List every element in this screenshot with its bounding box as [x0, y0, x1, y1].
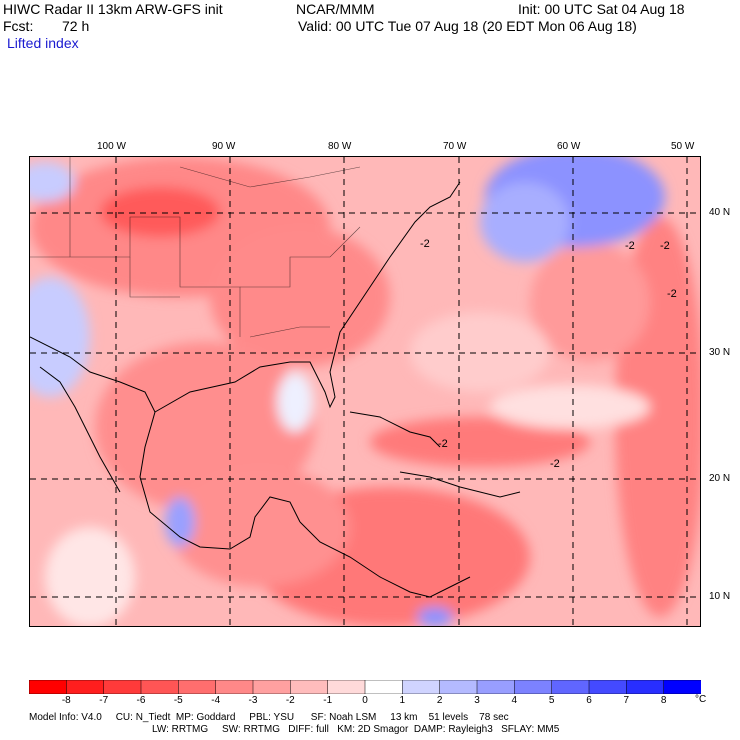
- colorbar-label: 4: [511, 695, 518, 706]
- svg-text:-2: -2: [625, 240, 635, 252]
- organization-label: NCAR/MMM: [296, 1, 375, 17]
- coastlines: [30, 181, 521, 598]
- colorbar-label: -4: [211, 695, 221, 706]
- colorbar-swatch: [178, 680, 217, 694]
- colorbar-swatch: [364, 680, 404, 694]
- colorbar-label: -3: [248, 695, 258, 706]
- colorbar-label: -1: [323, 695, 333, 706]
- lon-label-70w: 70 W: [443, 141, 467, 152]
- lon-label-60w: 60 W: [557, 141, 581, 152]
- colorbar-unit: °C: [695, 694, 707, 705]
- model-info-line-1: Model Info: V4.0 CU: N_Tiedt MP: Goddard…: [29, 712, 509, 723]
- colorbar-label: 0: [362, 695, 368, 706]
- lat-label-40n: 40 N: [709, 207, 731, 218]
- colorbar-label: 1: [399, 695, 406, 706]
- colorbar-swatch: [439, 680, 478, 694]
- contour-labels: -2 -2 -2 -2 -2 -2: [420, 238, 677, 470]
- colorbar: [29, 680, 701, 694]
- colorbar-label: 8: [660, 695, 667, 706]
- colorbar-swatch: [66, 680, 105, 694]
- colorbar-label: -8: [61, 695, 71, 706]
- forecast-label: Fcst:: [3, 18, 34, 34]
- field-name: Lifted index: [7, 35, 79, 51]
- colorbar-swatch: [663, 680, 701, 694]
- svg-text:-2: -2: [438, 438, 448, 450]
- map-shading: [30, 157, 700, 626]
- valid-time: Valid: 00 UTC Tue 07 Aug 18 (20 EDT Mon …: [298, 18, 637, 34]
- svg-text:-2: -2: [550, 458, 560, 470]
- colorbar-swatch: [103, 680, 142, 694]
- lat-label-20n: 20 N: [709, 473, 731, 484]
- init-time: Init: 00 UTC Sat 04 Aug 18: [518, 1, 685, 17]
- colorbar-label: 6: [586, 695, 592, 706]
- colorbar-swatch: [588, 680, 628, 694]
- colorbar-label: 5: [548, 695, 555, 706]
- lon-label-50w: 50 W: [671, 141, 695, 152]
- colorbar-swatch: [476, 680, 516, 694]
- colorbar-label: 3: [474, 695, 480, 706]
- colorbar-label: -5: [173, 695, 183, 706]
- svg-text:-2: -2: [667, 288, 677, 300]
- model-info-line-2: LW: RRTMG SW: RRTMG DIFF: full KM: 2D Sm…: [152, 724, 560, 735]
- colorbar-swatch: [252, 680, 292, 694]
- lon-label-80w: 80 W: [328, 141, 352, 152]
- state-borders: [30, 157, 361, 338]
- forecast-hours: 72 h: [62, 18, 90, 34]
- lon-label-90w: 90 W: [212, 141, 236, 152]
- colorbar-label: 7: [623, 695, 630, 706]
- colorbar-swatch: [290, 680, 329, 694]
- colorbar-swatch: [327, 680, 366, 694]
- colorbar-swatch: [140, 680, 180, 694]
- lat-label-10n: 10 N: [709, 591, 731, 602]
- map-title: HIWC Radar II 13km ARW-GFS init: [3, 1, 223, 17]
- colorbar-swatch: [514, 680, 553, 694]
- lon-label-100w: 100 W: [97, 141, 126, 152]
- colorbar-swatch: [29, 680, 68, 694]
- lifted-index-map: -2 -2 -2 -2 -2 -2: [29, 156, 701, 627]
- colorbar-label: 2: [436, 695, 443, 706]
- colorbar-label: -2: [285, 695, 295, 706]
- lat-label-30n: 30 N: [709, 347, 731, 358]
- colorbar-swatch: [215, 680, 254, 694]
- colorbar-label: -6: [136, 695, 146, 706]
- colorbar-label: -7: [99, 695, 109, 706]
- colorbar-swatch: [551, 680, 590, 694]
- svg-text:-2: -2: [660, 240, 670, 252]
- colorbar-swatch: [626, 680, 665, 694]
- graticule: [30, 157, 700, 626]
- svg-text:-2: -2: [420, 238, 430, 250]
- colorbar-swatch: [402, 680, 441, 694]
